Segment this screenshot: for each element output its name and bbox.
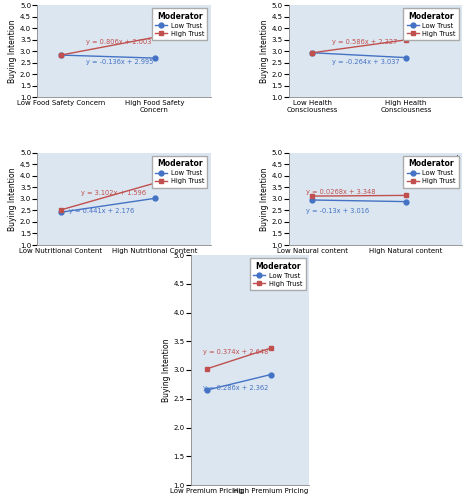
- Low Trust: [58, 52, 64, 58]
- High Trust: [58, 52, 64, 58]
- Line: Low Trust: Low Trust: [310, 50, 409, 60]
- Low Trust: [152, 196, 157, 202]
- High Trust: [268, 345, 273, 351]
- Text: y = 0.0268x + 3.348: y = 0.0268x + 3.348: [306, 190, 376, 196]
- Text: y = 0.806x + 2.003: y = 0.806x + 2.003: [86, 39, 151, 45]
- Legend: Low Trust, High Trust: Low Trust, High Trust: [152, 156, 207, 188]
- Text: c: c: [199, 156, 205, 166]
- Legend: Low Trust, High Trust: Low Trust, High Trust: [250, 258, 305, 290]
- Line: Low Trust: Low Trust: [58, 196, 157, 214]
- Text: a: a: [199, 8, 205, 18]
- Y-axis label: Buying Intention: Buying Intention: [162, 338, 170, 402]
- Line: High Trust: High Trust: [310, 38, 409, 55]
- Line: Low Trust: Low Trust: [205, 372, 273, 392]
- High Trust: [310, 193, 315, 199]
- Low Trust: [268, 372, 273, 378]
- High Trust: [403, 192, 409, 198]
- High Trust: [58, 207, 64, 213]
- Line: High Trust: High Trust: [58, 180, 157, 212]
- Y-axis label: Buying Intention: Buying Intention: [260, 167, 269, 230]
- Text: y = 0.586x + 2.327: y = 0.586x + 2.327: [332, 39, 397, 45]
- High Trust: [152, 34, 157, 40]
- Y-axis label: Buying Intention: Buying Intention: [8, 20, 17, 83]
- Text: d: d: [450, 156, 457, 166]
- High Trust: [310, 50, 315, 56]
- Line: Low Trust: Low Trust: [58, 52, 157, 60]
- Text: y = -0.136x + 2.995: y = -0.136x + 2.995: [86, 59, 153, 65]
- High Trust: [204, 366, 210, 372]
- Legend: Low Trust, High Trust: Low Trust, High Trust: [403, 8, 459, 40]
- Line: High Trust: High Trust: [310, 193, 409, 198]
- Y-axis label: Buying Intention: Buying Intention: [260, 20, 269, 83]
- Text: b: b: [450, 8, 457, 18]
- Line: Low Trust: Low Trust: [310, 198, 409, 204]
- Text: y = 0.286x + 2.362: y = 0.286x + 2.362: [203, 386, 268, 392]
- Text: y = 3.102x + 1.596: y = 3.102x + 1.596: [81, 190, 146, 196]
- Legend: Low Trust, High Trust: Low Trust, High Trust: [403, 156, 459, 188]
- Line: High Trust: High Trust: [205, 346, 273, 372]
- Text: y = 0.374x + 2.648: y = 0.374x + 2.648: [203, 348, 268, 354]
- Legend: Low Trust, High Trust: Low Trust, High Trust: [152, 8, 207, 40]
- Low Trust: [310, 197, 315, 203]
- Low Trust: [58, 209, 64, 215]
- Low Trust: [310, 50, 315, 56]
- Low Trust: [403, 198, 409, 204]
- Y-axis label: Buying Intention: Buying Intention: [8, 167, 17, 230]
- Low Trust: [403, 54, 409, 60]
- Text: y = 0.441x + 2.176: y = 0.441x + 2.176: [69, 208, 134, 214]
- High Trust: [152, 180, 157, 186]
- Low Trust: [204, 387, 210, 393]
- High Trust: [403, 37, 409, 43]
- Text: y = -0.13x + 3.016: y = -0.13x + 3.016: [306, 208, 369, 214]
- Line: High Trust: High Trust: [58, 35, 157, 58]
- Text: y = -0.264x + 3.037: y = -0.264x + 3.037: [332, 59, 400, 65]
- Text: e: e: [298, 262, 305, 272]
- Low Trust: [152, 55, 157, 61]
